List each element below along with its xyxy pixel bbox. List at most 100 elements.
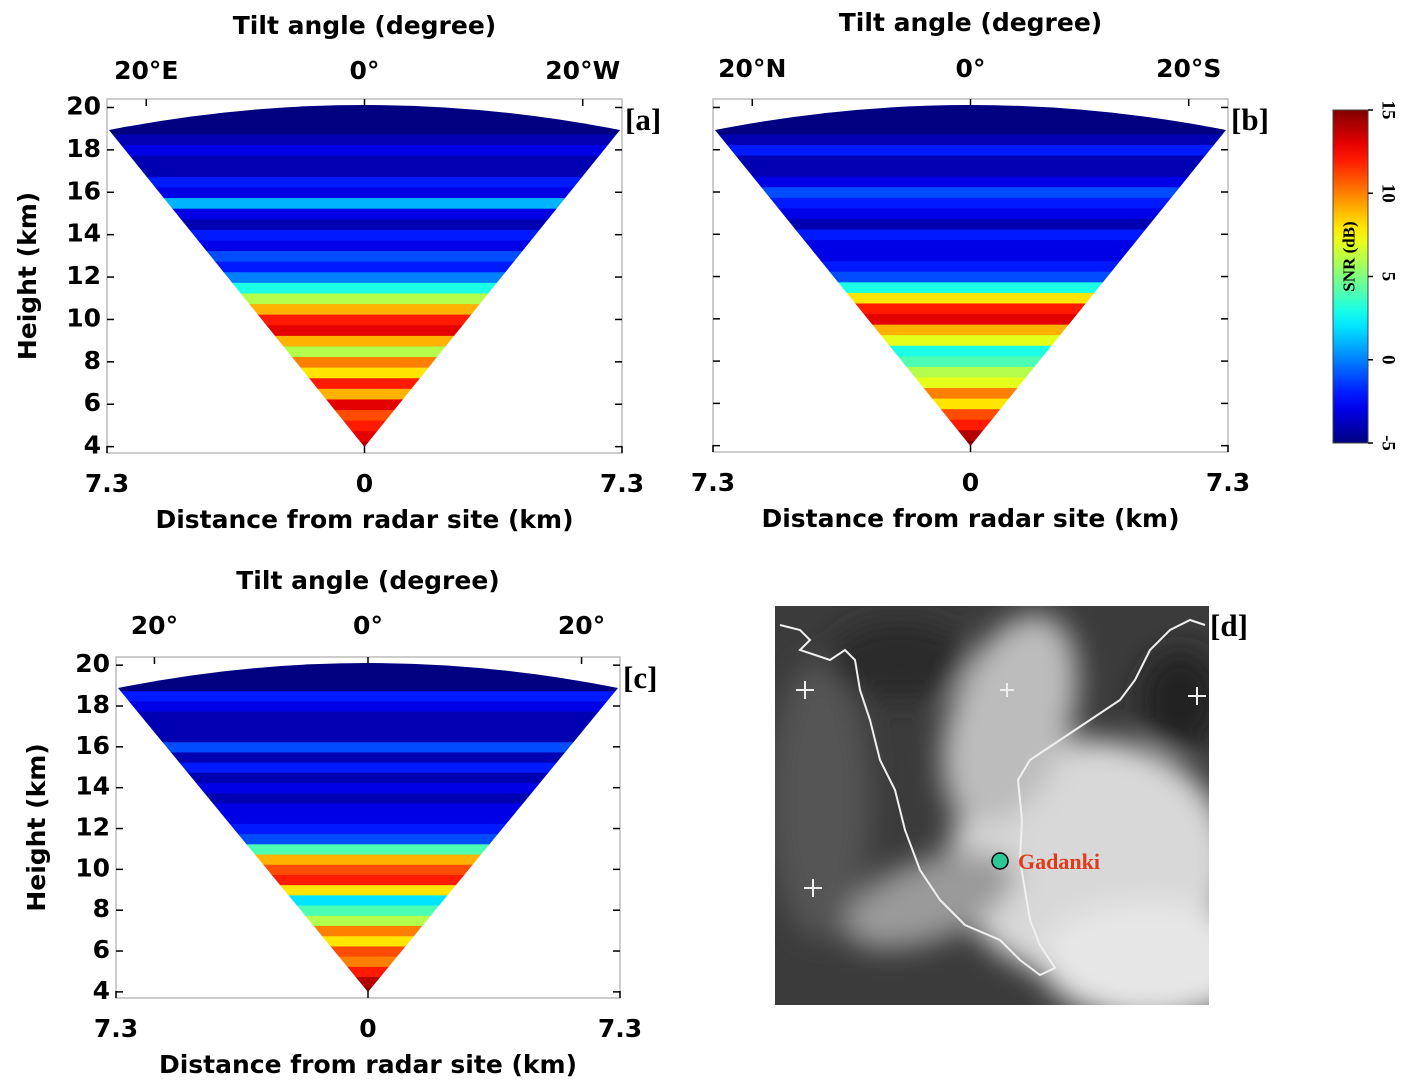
snr-band bbox=[118, 986, 618, 992]
snr-band bbox=[109, 441, 620, 447]
snr-band bbox=[109, 345, 620, 358]
y-tick-label: 20 bbox=[75, 649, 110, 678]
snr-band bbox=[715, 376, 1226, 389]
axis-title-top: Tilt angle (degree) bbox=[233, 11, 496, 40]
snr-band bbox=[118, 802, 618, 814]
snr-band bbox=[715, 366, 1226, 378]
fan-panel: 4 6 8 10 12 14 16 18 20 7.3 0 7.3 20° 0° 20° Tilt angle… bbox=[22, 566, 657, 1079]
snr-band bbox=[118, 782, 618, 794]
snr-band bbox=[109, 176, 620, 188]
snr-band bbox=[715, 313, 1226, 325]
snr-band bbox=[118, 854, 618, 865]
x-tick-label: 7.3 bbox=[85, 469, 129, 498]
snr-band bbox=[109, 377, 620, 389]
y-tick-label: 8 bbox=[93, 894, 110, 923]
snr-band bbox=[109, 229, 620, 241]
snr-band bbox=[715, 334, 1226, 346]
snr-band bbox=[109, 367, 620, 379]
panel-label: [b] bbox=[1231, 102, 1269, 137]
y-tick-label: 12 bbox=[75, 813, 110, 842]
snr-band bbox=[109, 197, 620, 209]
y-tick-label: 14 bbox=[66, 219, 101, 248]
colorbar-tick-label: 5 bbox=[1378, 272, 1399, 282]
snr-band bbox=[715, 155, 1226, 167]
x2-tick-label: 0° bbox=[956, 54, 986, 83]
x-tick-label: 7.3 bbox=[94, 1014, 138, 1043]
satellite-panel: Gadanki [d] bbox=[775, 606, 1248, 1005]
snr-band bbox=[109, 409, 620, 421]
y-tick-label: 18 bbox=[66, 134, 101, 163]
colorbar-tick-label: 10 bbox=[1378, 184, 1399, 203]
y-tick-label: 12 bbox=[66, 261, 101, 290]
y-tick-label: 16 bbox=[66, 176, 101, 205]
panel-label: [d] bbox=[1210, 608, 1248, 643]
x2-tick-label: 20°S bbox=[1156, 54, 1221, 83]
snr-band bbox=[118, 925, 618, 937]
y-tick-label: 20 bbox=[66, 91, 101, 120]
snr-band bbox=[118, 894, 618, 906]
snr-band bbox=[109, 239, 620, 252]
snr-band bbox=[118, 680, 618, 692]
x2-tick-label: 20°N bbox=[718, 54, 786, 83]
snr-band bbox=[109, 335, 620, 347]
x-axis-label: Distance from radar site (km) bbox=[155, 505, 573, 534]
snr-band bbox=[109, 324, 620, 336]
fan-heatmap bbox=[118, 663, 618, 992]
snr-band bbox=[118, 833, 618, 845]
snr-band bbox=[109, 144, 620, 156]
snr-band bbox=[109, 155, 620, 167]
snr-band bbox=[109, 208, 620, 220]
snr-band bbox=[109, 420, 620, 432]
y-tick-label: 6 bbox=[84, 388, 101, 417]
y-tick-label: 10 bbox=[66, 303, 101, 332]
snr-band bbox=[715, 345, 1226, 357]
snr-band bbox=[109, 303, 620, 315]
snr-band bbox=[715, 218, 1226, 230]
x-tick-label: 7.3 bbox=[600, 469, 644, 498]
snr-band bbox=[118, 721, 618, 733]
snr-band bbox=[118, 935, 618, 947]
colorbar-tick-label: 0 bbox=[1378, 355, 1399, 365]
snr-band bbox=[715, 302, 1226, 315]
y-axis-label: Height (km) bbox=[13, 192, 42, 360]
snr-band bbox=[109, 388, 620, 400]
colorbar: -5 0 5 10 15 SNR (dB) bbox=[1332, 101, 1399, 451]
snr-band bbox=[118, 690, 618, 702]
snr-band bbox=[715, 398, 1226, 410]
colorbar-label: SNR (dB) bbox=[1339, 221, 1358, 291]
grid-cross bbox=[796, 681, 1206, 897]
fan-panel: 7.3 0 7.3 20°N 0° 20°S Tilt angle (degree) Dist… bbox=[691, 8, 1269, 533]
snr-band bbox=[715, 165, 1226, 177]
y-tick-label: 10 bbox=[75, 853, 110, 882]
snr-band bbox=[118, 741, 618, 753]
x2-tick-label: 20° bbox=[558, 611, 605, 640]
x2-tick-label: 0° bbox=[350, 56, 380, 85]
x-tick-label: 7.3 bbox=[691, 468, 735, 497]
x2-tick-label: 20° bbox=[131, 611, 178, 640]
y-tick-label: 18 bbox=[75, 690, 110, 719]
snr-band bbox=[715, 281, 1226, 293]
snr-band bbox=[118, 823, 618, 835]
panel-label: [c] bbox=[623, 660, 657, 695]
snr-band bbox=[715, 292, 1226, 304]
colorbar-gradient bbox=[1332, 109, 1369, 444]
x-tick-label: 0 bbox=[962, 468, 979, 497]
snr-band bbox=[118, 751, 618, 763]
snr-band bbox=[715, 387, 1226, 399]
snr-band bbox=[715, 105, 1226, 114]
snr-band bbox=[715, 440, 1226, 446]
snr-band bbox=[109, 398, 620, 411]
cloud-cover bbox=[775, 614, 1209, 1005]
snr-band bbox=[109, 271, 620, 283]
snr-band bbox=[118, 813, 618, 824]
snr-band bbox=[118, 762, 618, 773]
site-label: Gadanki bbox=[1018, 849, 1100, 874]
snr-band bbox=[109, 282, 620, 294]
snr-band bbox=[109, 292, 620, 305]
fan-heatmap bbox=[109, 105, 620, 447]
y-tick-label: 8 bbox=[84, 346, 101, 375]
colorbar-tick-label: -5 bbox=[1378, 435, 1399, 451]
snr-band bbox=[109, 430, 620, 442]
snr-band bbox=[118, 700, 618, 712]
snr-band bbox=[715, 239, 1226, 251]
